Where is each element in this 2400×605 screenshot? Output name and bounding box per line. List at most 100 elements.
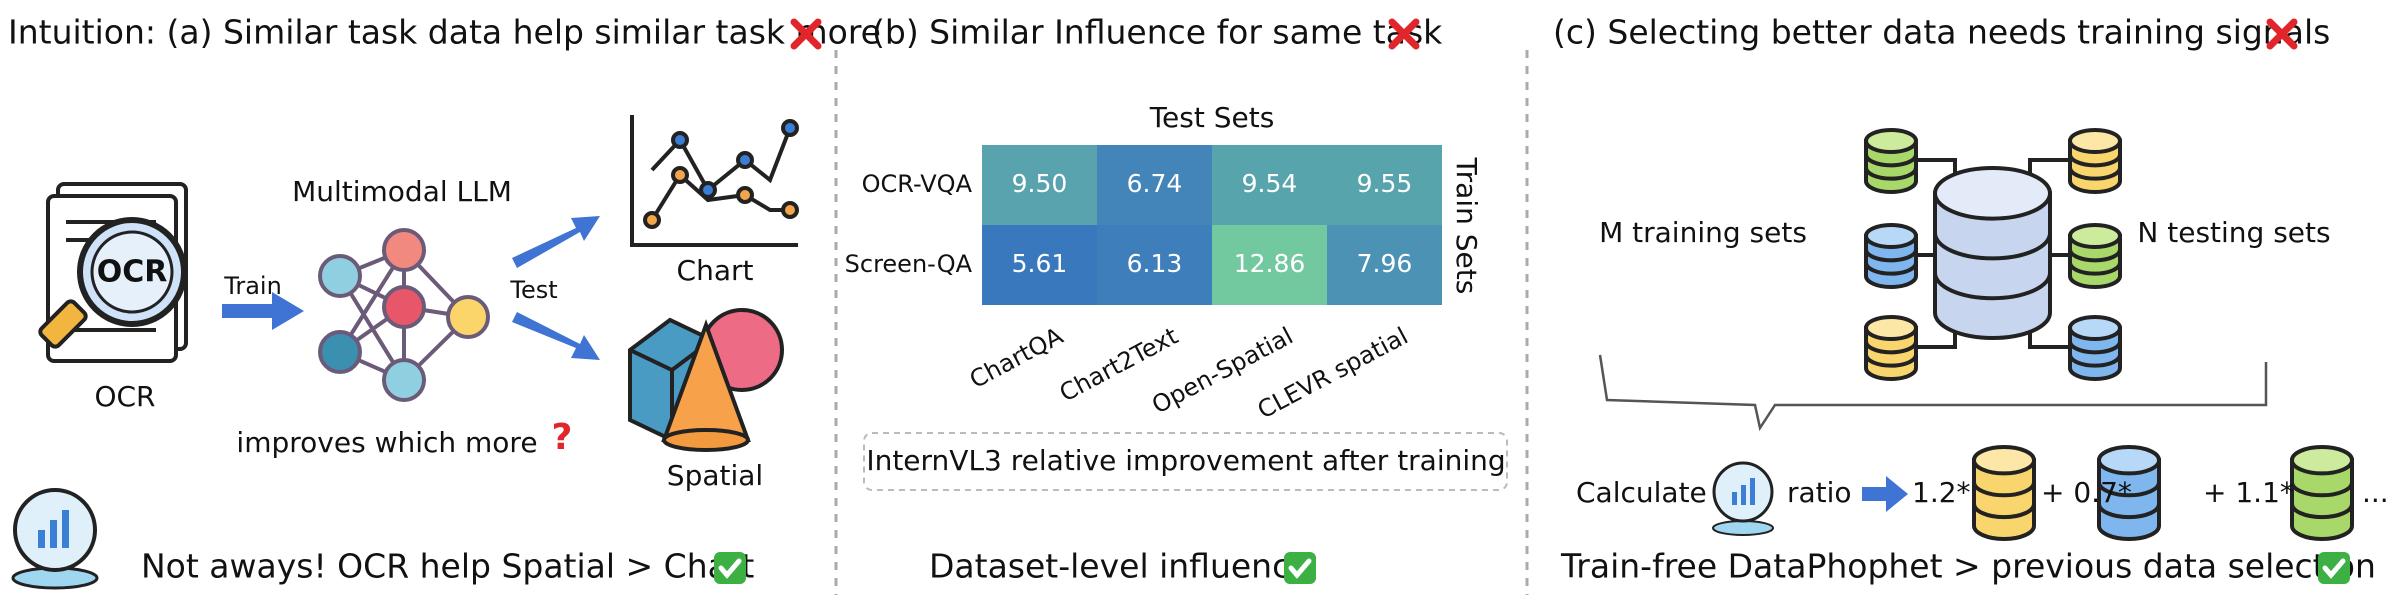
question: improves which more: [236, 426, 537, 459]
cell-value: 6.74: [1127, 169, 1183, 198]
row-axis-label: Train Sets: [1450, 157, 1483, 295]
database-band: [2068, 248, 2122, 263]
database-top: [1864, 128, 1918, 154]
cell-value: 9.55: [1357, 169, 1413, 198]
ocr-icon: [38, 182, 188, 363]
database-band: [2068, 153, 2122, 168]
target-label: Chart: [677, 254, 754, 287]
test-label: Test: [509, 276, 557, 304]
row-label: OCR-VQA: [862, 170, 973, 198]
database-top: [2068, 128, 2122, 154]
conclusion: Train-free DataPhophet > previous data s…: [1560, 547, 2376, 586]
database-icon: [1864, 315, 1918, 381]
question-mark: ?: [552, 417, 573, 458]
database-body: [2290, 458, 2354, 541]
database-icon: [1864, 223, 1918, 289]
database-band: [2068, 340, 2122, 355]
ratio-label: ratio: [1787, 476, 1852, 509]
arrow: [512, 216, 600, 360]
database-top: [1933, 166, 2052, 221]
heatmap-cell: [1212, 225, 1327, 305]
database-band: [1864, 262, 1918, 276]
cross-icon: [790, 18, 822, 50]
database-band: [1933, 272, 2052, 301]
database-icon: [2068, 223, 2122, 289]
heatmap-cell: [1097, 225, 1212, 305]
panel-title: (b) Similar Influence for same task: [872, 13, 1443, 52]
database-icon: [1972, 445, 2036, 541]
heatmap-cell: [1327, 145, 1442, 225]
database-body: [1933, 191, 2052, 340]
column-label: ChartQA: [965, 321, 1068, 394]
cross-icon: [1388, 18, 1420, 50]
database-band: [1933, 232, 2052, 261]
database-top: [1864, 315, 1918, 341]
database-top: [2068, 315, 2122, 341]
database-body: [2097, 458, 2161, 541]
cell-value: 9.54: [1242, 169, 1298, 198]
database-top: [2068, 223, 2122, 249]
database-icon: [1933, 166, 2052, 340]
database-band: [2097, 503, 2161, 520]
database-band: [2097, 481, 2161, 498]
heatmap-cell: [1327, 225, 1442, 305]
database-icon: [1864, 128, 1918, 194]
database-band: [1972, 481, 2036, 498]
database-body: [1972, 458, 2036, 541]
calc-label: Calculate: [1576, 476, 1707, 509]
heatmap: OCR-VQA 9.50 6.74 9.54 9.55 Screen-QA 5.61 6.13…: [845, 145, 1442, 424]
database-band: [2290, 481, 2354, 498]
network-icon: [318, 228, 490, 402]
caption-box: [863, 432, 1508, 491]
cell-value: 7.96: [1357, 249, 1413, 278]
database-band: [1972, 503, 2036, 520]
database-band: [1864, 354, 1918, 368]
model-label: Multimodal LLM: [292, 175, 512, 208]
database-top: [1972, 445, 2036, 476]
chart-icon: [630, 115, 799, 247]
database-band: [1864, 167, 1918, 181]
cell-value: 12.86: [1234, 249, 1306, 278]
conclusion: Not aways! OCR help Spatial > Chart: [141, 547, 754, 586]
crystal-ball-icon: [11, 488, 99, 590]
check-icon: [1284, 552, 1316, 584]
database-band: [1864, 248, 1918, 263]
database-band: [1864, 153, 1918, 168]
panel-title: Intuition: (a) Similar task data help si…: [8, 13, 881, 52]
database-icons: [1864, 128, 2354, 541]
right-label: N testing sets: [2137, 216, 2330, 249]
target-label: Spatial: [667, 459, 763, 492]
heatmap-cell: [982, 225, 1097, 305]
database-top: [1864, 223, 1918, 249]
database-band: [2290, 503, 2354, 520]
ellipsis: ...: [2362, 476, 2389, 509]
cell-value: 5.61: [1012, 249, 1068, 278]
check-icon: [2318, 552, 2350, 584]
column-axis-label: Test Sets: [1149, 101, 1275, 134]
cell-value: 6.13: [1127, 249, 1183, 278]
weight: + 0.7*: [2041, 476, 2132, 509]
left-label: M training sets: [1599, 216, 1807, 249]
weight: 1.2*: [1912, 476, 1971, 509]
database-top: [2097, 445, 2161, 476]
crystal-ball-icon: [1712, 461, 1774, 536]
arrow: [1862, 476, 1908, 512]
cross-icon: [2266, 18, 2298, 50]
source-label: OCR: [94, 380, 155, 413]
database-band: [2068, 262, 2122, 276]
panel-title: (c) Selecting better data needs training…: [1553, 13, 2330, 52]
database-top: [2290, 445, 2354, 476]
database-icon: [2097, 445, 2161, 541]
database-icon: [2068, 315, 2122, 381]
heatmap-cell: [1212, 145, 1327, 225]
conclusion: Dataset-level influence: [929, 547, 1311, 586]
database-band: [1864, 340, 1918, 355]
brace: [1598, 354, 2268, 432]
database-band: [2068, 167, 2122, 181]
row-label: Screen-QA: [845, 250, 973, 278]
database-icon: [2290, 445, 2354, 541]
heatmap-cell: [1097, 145, 1212, 225]
weight: + 1.1*: [2203, 476, 2294, 509]
